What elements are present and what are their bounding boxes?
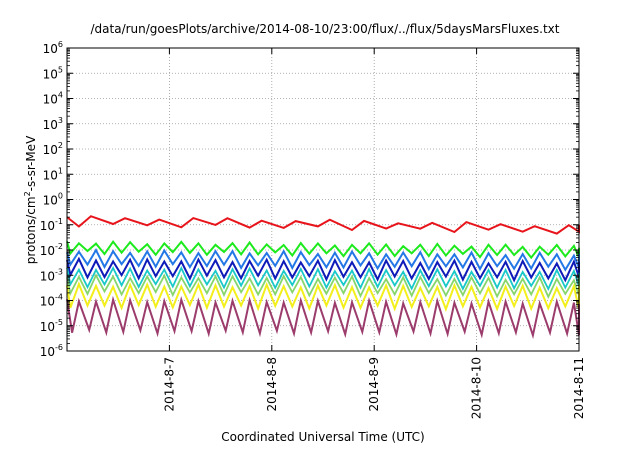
series-group	[66, 215, 580, 340]
y-tick-base: 10	[40, 219, 55, 233]
x-tick-label: 2014-8-9	[367, 357, 381, 411]
y-tick-base: 10	[43, 67, 58, 81]
y-tick-label: 100	[43, 192, 63, 208]
x-axis-title: Coordinated Universal Time (UTC)	[221, 430, 424, 444]
y-tick-base: 10	[43, 168, 58, 182]
y-tick-label: 103	[43, 116, 63, 132]
series-line-3	[66, 248, 580, 272]
x-tick-label: 2014-8-10	[470, 357, 484, 419]
y-tick-base: 10	[40, 295, 55, 309]
x-tick-label: 2014-8-11	[572, 357, 586, 419]
y-tick-exponent: -2	[55, 242, 63, 251]
y-tick-exponent: -6	[55, 343, 63, 352]
y-tick-base: 10	[40, 269, 55, 283]
y-tick-base: 10	[40, 244, 55, 258]
y-tick-exponent: 0	[58, 192, 63, 201]
y-tick-exponent: 6	[58, 40, 63, 49]
y-tick-label: 102	[43, 141, 63, 157]
y-tick-label: 10-6	[40, 343, 63, 359]
y-tick-exponent: 4	[58, 91, 63, 100]
y-tick-label: 10-3	[40, 267, 63, 283]
y-axis: 10-610-510-410-310-210-11001011021031041…	[40, 40, 579, 359]
y-tick-base: 10	[43, 194, 58, 208]
y-tick-exponent: -4	[55, 293, 63, 302]
y-tick-label: 104	[43, 91, 63, 107]
y-tick-label: 10-4	[40, 293, 63, 309]
y-tick-exponent: 2	[58, 141, 63, 150]
y-tick-exponent: -5	[55, 318, 63, 327]
y-tick-label: 101	[43, 166, 63, 182]
x-tick-label: 2014-8-8	[265, 357, 279, 411]
y-tick-label: 10-1	[40, 217, 63, 233]
y-tick-label: 10-5	[40, 318, 63, 334]
y-tick-exponent: -1	[55, 217, 63, 226]
y-tick-exponent: 3	[58, 116, 63, 125]
y-tick-label: 10-2	[40, 242, 63, 258]
y-axis-title-superscript: 2	[23, 191, 32, 196]
series-line-1	[66, 215, 580, 235]
series-line-5	[66, 265, 580, 291]
x-tick-label: 2014-8-7	[162, 357, 176, 411]
y-tick-exponent: -3	[55, 267, 63, 276]
series-line-4	[66, 256, 580, 283]
chart-title: /data/run/goesPlots/archive/2014-08-10/2…	[91, 22, 560, 36]
grid-lines	[67, 48, 579, 351]
series-line-2	[66, 240, 580, 260]
y-tick-base: 10	[43, 143, 58, 157]
y-tick-exponent: 5	[58, 65, 63, 74]
x-axis: 2014-8-7 2014-8-8 2014-8-9 2014-8-10 2014-8-…	[162, 48, 586, 419]
series-line-7	[66, 281, 580, 312]
y-tick-base: 10	[43, 118, 58, 132]
y-tick-label: 105	[43, 65, 63, 81]
y-tick-exponent: 1	[58, 166, 63, 175]
y-axis-title: protons/cm2-s-sr-MeV	[23, 135, 38, 264]
series-line-8	[66, 295, 580, 340]
y-tick-base: 10	[40, 345, 55, 359]
y-axis-title-suffix: -s-sr-MeV	[24, 135, 38, 191]
y-axis-title-prefix: protons/cm	[24, 196, 38, 264]
y-tick-base: 10	[43, 42, 58, 56]
series-line-6	[66, 273, 580, 299]
y-tick-base: 10	[43, 93, 58, 107]
y-tick-label: 106	[43, 40, 63, 56]
y-tick-base: 10	[40, 320, 55, 334]
